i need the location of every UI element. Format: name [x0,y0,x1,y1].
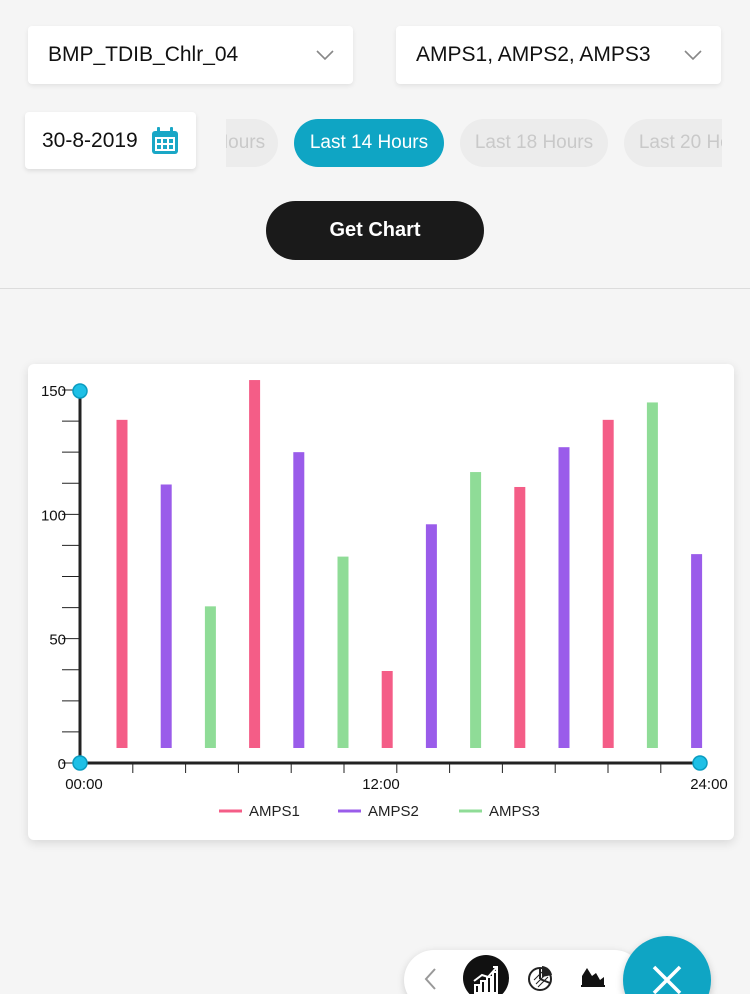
time-range-selector: Last 10 Hours Last 14 Hours Last 18 Hour… [226,119,722,169]
time-range-pill[interactable]: Last 18 Hours [460,119,608,167]
get-chart-button[interactable]: Get Chart [266,201,484,260]
x-tick-label: 24:00 [690,776,728,793]
series-dropdown[interactable]: AMPS1, AMPS2, AMPS3 [396,26,721,84]
device-dropdown[interactable]: BMP_TDIB_Chlr_04 [28,26,353,84]
bar-amps2 [160,484,172,748]
y-tick-label: 0 [58,756,66,773]
area-chart-icon[interactable] [580,964,606,988]
bar-amps3 [646,402,658,748]
pie-chart-icon[interactable] [526,964,554,992]
bar-amps3 [470,472,482,748]
close-icon [652,965,682,994]
bar-amps1 [602,419,614,748]
date-value: 30-8-2019 [42,128,138,152]
bar-amps3 [337,556,349,748]
legend-label: AMPS2 [368,803,419,820]
close-fab-button[interactable] [623,936,711,994]
calendar-icon [151,126,178,154]
bar-amps2 [425,524,437,748]
x-tick-label: 00:00 [65,776,103,793]
y-tick-label: 100 [41,507,66,524]
bar-amps1 [381,670,393,748]
axis-handle [72,755,88,771]
bar-amps3 [204,606,216,748]
chart-card: 0 50 100 150 00:00 12:00 24:00 AMPS1 AMPS2 AMPS3 [28,364,734,840]
y-tick-label: 150 [41,383,66,400]
bar-amps1 [249,380,261,748]
chevron-left-icon[interactable] [422,966,440,992]
axis-handle [692,755,708,771]
device-dropdown-value: BMP_TDIB_Chlr_04 [48,43,239,66]
bar-chart-type-button[interactable] [463,955,509,994]
legend-label: AMPS3 [489,803,540,820]
bar-amps1 [514,486,526,748]
chevron-down-icon [316,50,334,61]
date-picker[interactable]: 30-8-2019 [25,112,196,169]
chevron-down-icon [684,50,702,61]
time-range-pill[interactable]: Last 10 Hours [226,119,278,167]
bar-amps1 [116,419,128,748]
bar-chart: 0 50 100 150 00:00 12:00 24:00 AMPS1 AMPS2 AMPS3 [41,380,728,820]
bar-amps2 [293,452,305,748]
bar-amps2 [691,554,703,748]
time-range-pill[interactable]: Last 20 Hours [624,119,722,167]
chart-type-toolbar [404,950,644,994]
series-dropdown-value: AMPS1, AMPS2, AMPS3 [416,43,651,66]
bar-amps2 [558,447,570,748]
time-range-pill-active[interactable]: Last 14 Hours [294,119,444,167]
divider [0,288,750,289]
bar-chart-icon [473,966,498,994]
y-tick-label: 50 [49,632,66,649]
legend-label: AMPS1 [249,803,300,820]
x-tick-label: 12:00 [362,776,400,793]
axis-handle [72,383,88,399]
